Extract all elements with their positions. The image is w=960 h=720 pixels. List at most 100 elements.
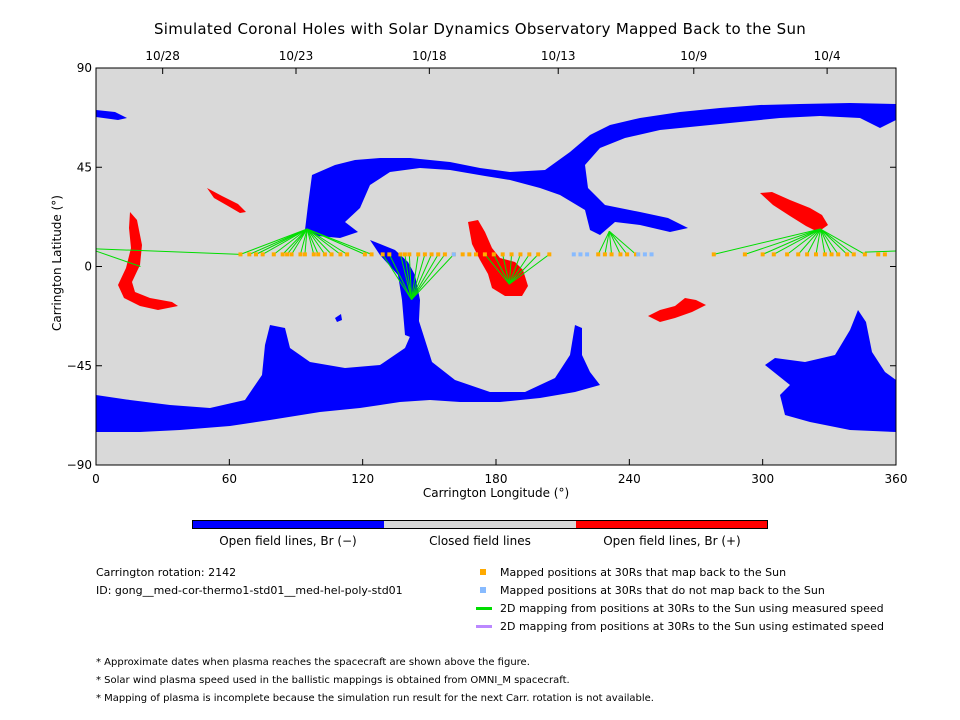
mapping-line <box>820 228 855 255</box>
unmapped-point <box>571 252 576 257</box>
mapped-point <box>796 252 801 257</box>
mapping-line <box>819 228 826 255</box>
footnote-speed-source: * Solar wind plasma speed used in the ba… <box>96 675 570 686</box>
mapping-line <box>291 228 308 255</box>
y-tick-label: −45 <box>67 359 92 373</box>
mapped-point <box>322 252 327 257</box>
mapping-line <box>382 254 412 300</box>
coronal-hole-red-west <box>118 212 178 310</box>
run-id: ID: gong__med-cor-thermo1-std01__med-hel… <box>96 584 403 597</box>
mapped-point <box>602 252 607 257</box>
date-tick-label: 10/4 <box>814 49 841 63</box>
positive-coronal-holes <box>118 188 828 322</box>
date-tick-label: 10/18 <box>412 49 447 63</box>
axes: 0 60 120 180 240 300 360 −90 −45 0 45 90 10/28 10/23 1… <box>67 49 908 486</box>
mapped-point <box>822 252 827 257</box>
y-axis-label: Carrington Latitude (°) <box>50 195 64 331</box>
mapping-line <box>604 231 610 255</box>
coronal-hole-red-central <box>468 220 528 296</box>
mapping-line <box>411 254 433 300</box>
mapped-point <box>380 252 385 257</box>
mapping-line <box>411 254 426 300</box>
mapped-point <box>280 252 285 257</box>
mapping-line <box>240 228 308 255</box>
mapping-line <box>282 228 308 255</box>
negative-coronal-holes <box>96 103 896 432</box>
date-tick-label: 10/9 <box>680 49 707 63</box>
carrington-rotation: Carrington rotation: 2142 <box>96 566 237 579</box>
mapping-line <box>744 228 821 255</box>
footnote-dates: * Approximate dates when plasma reaches … <box>96 657 530 668</box>
mapped-point <box>289 252 294 257</box>
mapping-line <box>820 228 848 255</box>
date-tick-label: 10/13 <box>541 49 576 63</box>
x-tick-label: 180 <box>485 472 508 486</box>
legend-measured-line <box>476 607 492 610</box>
mapping-line <box>306 228 332 255</box>
coronal-hole-red-small-north <box>207 188 246 213</box>
mapped-point <box>742 252 747 257</box>
coronal-hole-red-south <box>648 298 706 322</box>
mapped-point <box>311 252 316 257</box>
y-tick-label: −90 <box>67 458 92 472</box>
mapped-point <box>316 252 321 257</box>
mapped-point <box>518 252 523 257</box>
mapping-line <box>262 228 308 255</box>
mapped-point <box>527 252 532 257</box>
mapping-line <box>820 228 839 255</box>
mapped-point <box>482 252 487 257</box>
mapped-point <box>338 252 343 257</box>
mapped-point <box>398 252 403 257</box>
x-tick-label: 360 <box>885 472 908 486</box>
mapping-line <box>597 230 610 255</box>
mapping-line <box>484 254 510 285</box>
mapped-point <box>836 252 841 257</box>
legend-measured-label: 2D mapping from positions at 30Rs to the… <box>500 602 884 615</box>
mapping-line <box>502 254 510 285</box>
colorbar-negative <box>192 520 384 529</box>
mapped-point <box>247 252 252 257</box>
mapped-point <box>509 252 514 257</box>
mapped-point <box>329 252 334 257</box>
mapped-point <box>536 252 541 257</box>
date-tick-label: 10/28 <box>145 49 180 63</box>
mapping-line-east <box>864 250 897 253</box>
mapped-point <box>634 252 638 257</box>
mapped-point <box>467 252 472 257</box>
mapping-line <box>408 254 413 300</box>
colorbar-label-positive: Open field lines, Br (+) <box>603 534 741 548</box>
mapping-line <box>399 254 413 300</box>
mapped-point <box>500 252 505 257</box>
mapping-line <box>508 254 530 285</box>
mapping-line <box>299 228 308 255</box>
mapping-line <box>404 254 413 300</box>
mapped-point <box>407 252 412 257</box>
mapping-line <box>493 254 510 285</box>
coronal-hole-north-band <box>305 103 896 238</box>
mapping-line <box>773 228 821 255</box>
mapping-line <box>306 228 319 255</box>
colorbar-closed <box>384 520 576 529</box>
mapping-line <box>806 228 821 255</box>
mapped-point <box>422 252 427 257</box>
mapped-point <box>596 252 601 257</box>
coronal-hole-red-east <box>760 192 828 232</box>
mapped-position-points <box>238 252 887 257</box>
x-tick-label: 60 <box>222 472 237 486</box>
mapped-point <box>474 252 478 257</box>
mapped-point <box>387 252 392 257</box>
mapping-line <box>713 228 821 255</box>
legend-mapped-swatch <box>480 569 486 575</box>
date-tick-label: 10/23 <box>279 49 314 63</box>
y-tick-label: 45 <box>77 160 92 174</box>
mapping-line <box>608 231 613 255</box>
mapping-line <box>411 254 439 300</box>
mapping-line-west <box>95 250 141 267</box>
mapping-line <box>306 228 315 255</box>
mapped-point <box>760 252 765 257</box>
mapping-line <box>306 228 372 255</box>
colorbar-label-closed: Closed field lines <box>429 534 531 548</box>
coronal-hole-small-fragment <box>335 314 342 322</box>
mapped-point <box>625 252 630 257</box>
x-axis-label: Carrington Longitude (°) <box>422 486 570 500</box>
